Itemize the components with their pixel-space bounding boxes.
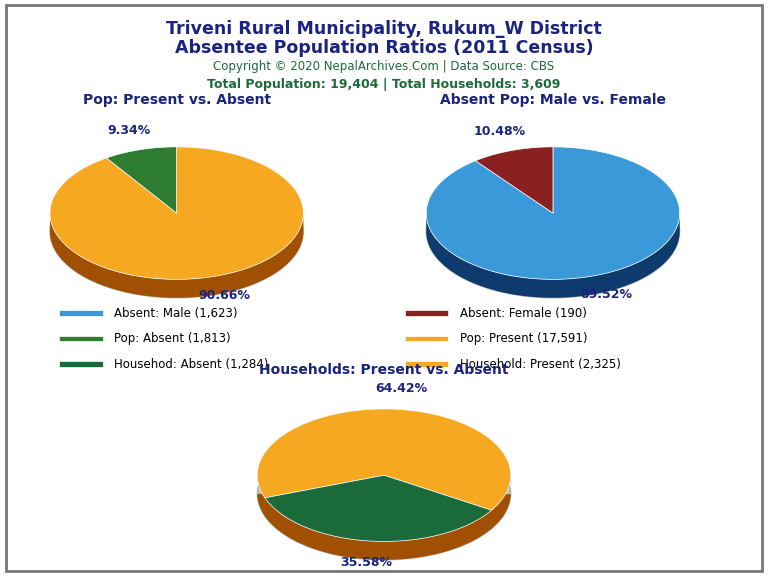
Polygon shape bbox=[257, 409, 511, 510]
Polygon shape bbox=[384, 475, 492, 529]
Text: 64.42%: 64.42% bbox=[376, 382, 428, 395]
Ellipse shape bbox=[50, 165, 303, 298]
Polygon shape bbox=[265, 475, 384, 516]
Text: Absent Pop: Male vs. Female: Absent Pop: Male vs. Female bbox=[440, 93, 666, 107]
Polygon shape bbox=[426, 147, 680, 279]
Text: 89.52%: 89.52% bbox=[580, 288, 632, 301]
Polygon shape bbox=[265, 498, 492, 560]
FancyBboxPatch shape bbox=[59, 336, 103, 341]
FancyBboxPatch shape bbox=[59, 361, 103, 367]
Text: 9.34%: 9.34% bbox=[108, 124, 151, 137]
Text: Absentee Population Ratios (2011 Census): Absentee Population Ratios (2011 Census) bbox=[174, 39, 594, 57]
Text: Triveni Rural Municipality, Rukum_W District: Triveni Rural Municipality, Rukum_W Dist… bbox=[166, 20, 602, 38]
Polygon shape bbox=[426, 214, 680, 298]
Text: Pop: Present vs. Absent: Pop: Present vs. Absent bbox=[83, 93, 270, 107]
Polygon shape bbox=[475, 147, 553, 213]
Polygon shape bbox=[50, 147, 303, 279]
Text: Total Population: 19,404 | Total Households: 3,609: Total Population: 19,404 | Total Househo… bbox=[207, 78, 561, 92]
Text: Copyright © 2020 NepalArchives.Com | Data Source: CBS: Copyright © 2020 NepalArchives.Com | Dat… bbox=[214, 60, 554, 73]
Polygon shape bbox=[50, 213, 303, 298]
FancyBboxPatch shape bbox=[405, 310, 449, 316]
Ellipse shape bbox=[257, 427, 511, 560]
Text: 90.66%: 90.66% bbox=[198, 289, 250, 302]
FancyBboxPatch shape bbox=[405, 336, 449, 341]
Text: Pop: Present (17,591): Pop: Present (17,591) bbox=[460, 332, 588, 345]
Polygon shape bbox=[257, 475, 511, 529]
FancyBboxPatch shape bbox=[405, 361, 449, 367]
Polygon shape bbox=[384, 475, 492, 529]
Text: Households: Present vs. Absent: Households: Present vs. Absent bbox=[260, 363, 508, 377]
Polygon shape bbox=[265, 475, 384, 516]
Text: 35.58%: 35.58% bbox=[341, 556, 392, 569]
Text: Pop: Absent (1,813): Pop: Absent (1,813) bbox=[114, 332, 231, 345]
Text: Absent: Female (190): Absent: Female (190) bbox=[460, 306, 587, 320]
Text: 10.48%: 10.48% bbox=[474, 125, 526, 138]
Text: Househod: Absent (1,284): Househod: Absent (1,284) bbox=[114, 358, 269, 370]
Polygon shape bbox=[265, 475, 492, 541]
Text: Household: Present (2,325): Household: Present (2,325) bbox=[460, 358, 621, 370]
Ellipse shape bbox=[426, 165, 680, 298]
Text: Absent: Male (1,623): Absent: Male (1,623) bbox=[114, 306, 238, 320]
Polygon shape bbox=[107, 147, 177, 213]
FancyBboxPatch shape bbox=[59, 310, 103, 316]
